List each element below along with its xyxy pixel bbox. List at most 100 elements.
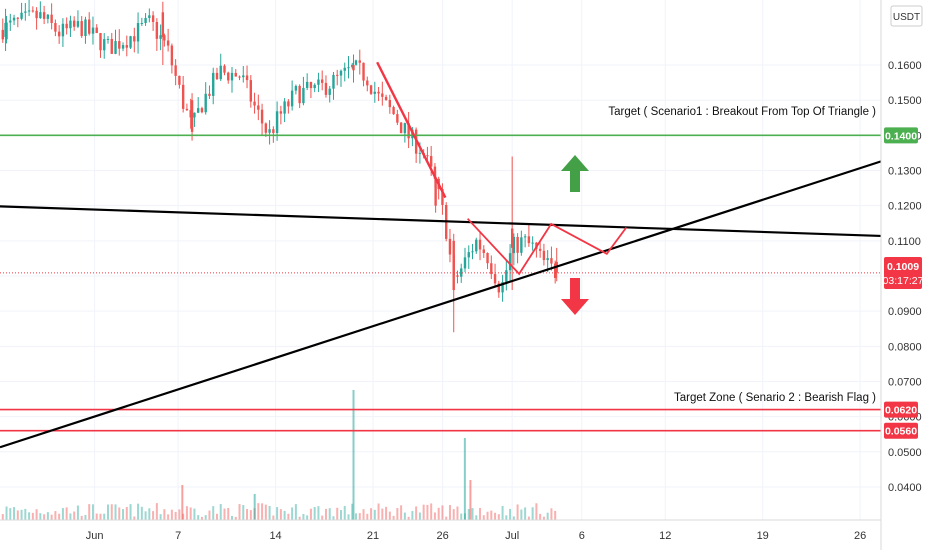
projection-paths[interactable]: [376, 61, 628, 276]
candle-body: [189, 110, 192, 118]
volume-bar: [381, 508, 384, 520]
volume-bar: [392, 515, 395, 520]
volume-bar: [430, 503, 433, 520]
candle-body: [155, 22, 159, 39]
volume-bar: [479, 507, 482, 520]
volume-bar: [76, 505, 79, 520]
volume-bar: [204, 515, 207, 520]
price-tick-label: 0.1600: [888, 60, 922, 72]
volume-bar: [516, 504, 519, 520]
volume-bar: [456, 506, 459, 520]
target-level-label: 0.0560: [885, 426, 917, 438]
volume-bar: [309, 508, 312, 520]
volume-bar: [291, 507, 294, 520]
currency-badge[interactable]: USDT: [890, 5, 923, 27]
candle-body: [125, 45, 128, 48]
price-tick-label: 0.1100: [888, 236, 921, 248]
volume-bar: [497, 514, 500, 520]
price-tick-label: 0.1300: [888, 166, 922, 178]
horizontal-levels[interactable]: [0, 134, 881, 432]
time-tick-label: 6: [579, 530, 585, 542]
candle-body: [294, 85, 298, 91]
candle-body: [546, 258, 549, 261]
candle-body: [249, 80, 252, 102]
candle-body: [339, 70, 343, 76]
price-tick-label: 0.0500: [888, 447, 922, 459]
candle-body: [170, 45, 174, 66]
volume-bar: [61, 508, 64, 520]
volume-bar: [524, 507, 527, 520]
volume-bar: [215, 513, 218, 520]
candle-body: [512, 236, 516, 254]
volume-bar: [39, 513, 42, 520]
time-tick-label: 12: [659, 530, 671, 542]
candle-body: [268, 129, 271, 133]
candle-body: [369, 85, 373, 94]
volume-bar: [385, 506, 388, 520]
volume-bar: [20, 509, 23, 520]
volume-bar: [193, 508, 196, 520]
time-tick-label: 26: [436, 530, 448, 542]
candle-body: [351, 64, 354, 68]
volume-bar: [306, 515, 309, 520]
candle-body: [538, 248, 542, 251]
candle-body: [80, 21, 83, 37]
candle-body: [99, 32, 102, 51]
volume-histogram: [1, 390, 557, 520]
candle-body: [106, 38, 110, 40]
candle-body: [215, 72, 219, 80]
volume-bar: [208, 510, 211, 520]
volume-bar: [91, 504, 94, 520]
candle-body: [352, 65, 355, 71]
volume-bar: [366, 513, 369, 520]
trendlines[interactable]: [0, 160, 882, 449]
scenario2-annotation: Target Zone ( Senario 2 : Bearish Flag ): [674, 392, 876, 404]
volume-bar: [212, 506, 215, 520]
candle-body: [181, 84, 185, 109]
bearish-arrow-icon: [561, 278, 589, 315]
volume-bar: [554, 510, 557, 520]
volume-bar: [31, 512, 34, 520]
candle-body: [42, 12, 46, 19]
candle-body: [159, 35, 162, 39]
volume-bar: [550, 508, 553, 520]
price-badges: 0.1400 0.0620 0.0560: [884, 127, 918, 439]
candle-body: [272, 129, 275, 134]
volume-bar: [174, 511, 177, 520]
candle-body: [50, 14, 53, 24]
volume-bar: [54, 511, 57, 520]
candle-body: [493, 274, 497, 284]
volume-bar: [317, 506, 320, 520]
time-tick-label: 14: [269, 530, 281, 542]
candle-body: [161, 12, 165, 37]
volume-bar: [159, 514, 162, 520]
candle-body: [166, 40, 170, 46]
candle-body: [516, 236, 519, 253]
volume-bar: [433, 512, 436, 520]
candle-body: [418, 152, 422, 154]
candle-body: [163, 35, 166, 41]
candle-body: [336, 74, 339, 76]
volume-bar: [9, 508, 12, 520]
volume-bar: [400, 505, 403, 520]
current-price-badge: 0.1009 03:17:27: [883, 257, 924, 289]
candle-body: [148, 15, 151, 18]
candle-body: [136, 23, 140, 42]
volume-bar: [167, 514, 170, 520]
volume-bar: [110, 504, 113, 520]
candle-body: [305, 81, 309, 88]
volume-bar: [58, 513, 61, 520]
candle-body: [531, 242, 534, 244]
volume-bar: [200, 516, 203, 520]
current-price-value: 0.1009: [887, 261, 919, 273]
volume-bar: [1, 514, 4, 520]
candle-body: [103, 39, 106, 51]
candle-body: [114, 41, 117, 54]
volume-bar: [163, 509, 166, 520]
volume-bar: [84, 514, 87, 520]
volume-bar: [219, 504, 222, 520]
candle-body: [313, 84, 316, 89]
candle-body: [118, 41, 121, 49]
